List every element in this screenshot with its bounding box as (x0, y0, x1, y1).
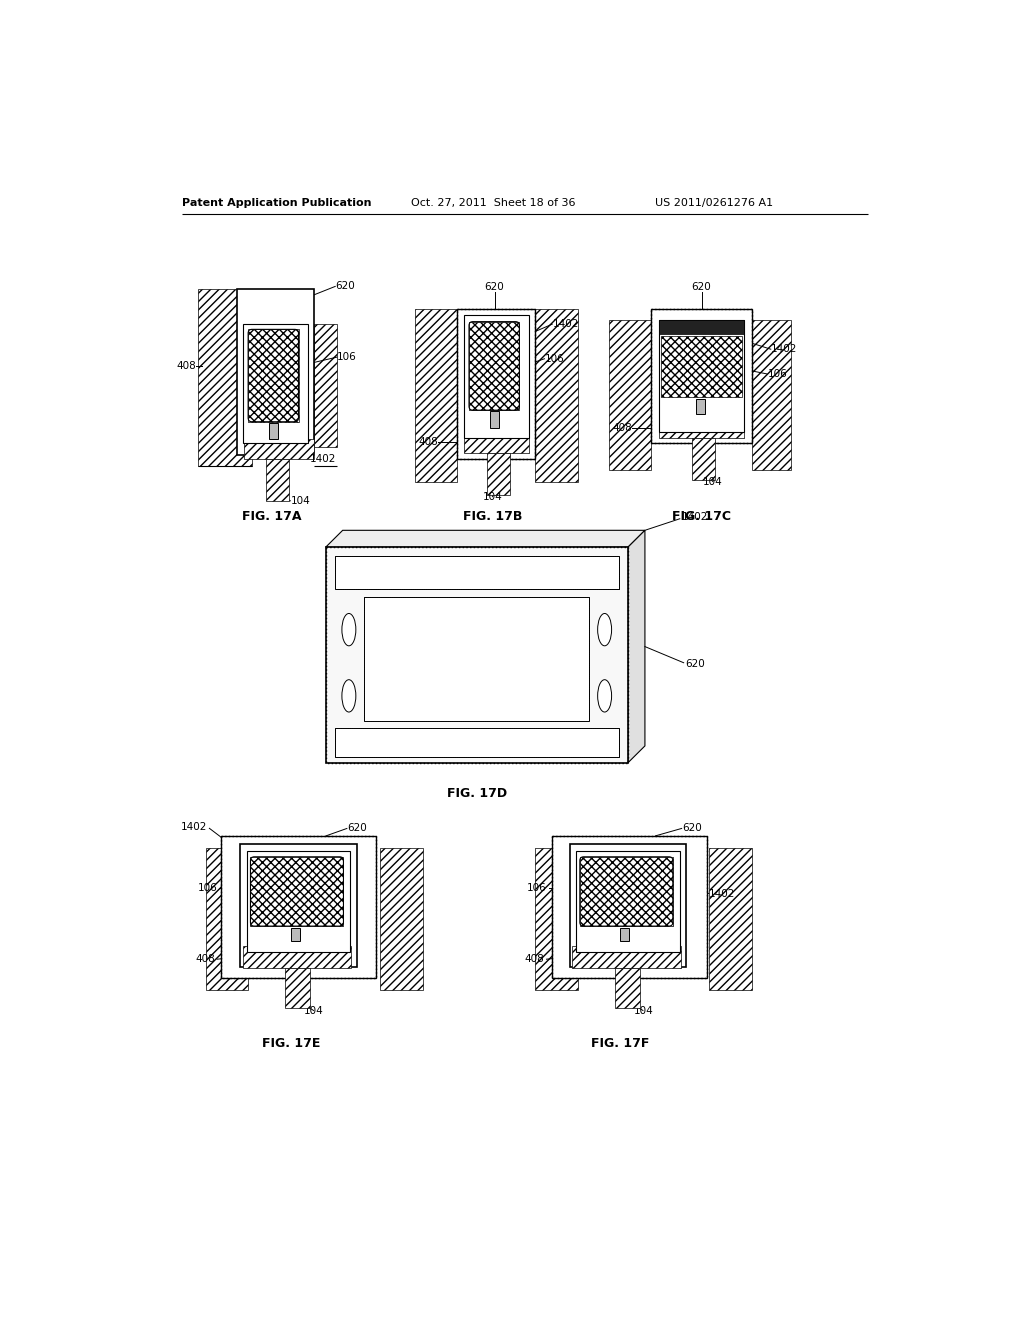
Bar (269, 424, 279, 438)
Bar (248, 330, 299, 422)
Bar (552, 836, 707, 978)
Bar (415, 309, 458, 482)
Bar (614, 968, 640, 1007)
Bar (575, 851, 680, 952)
Bar (608, 321, 651, 470)
Text: 620: 620 (685, 659, 705, 669)
Text: FIG. 17F: FIG. 17F (591, 1038, 649, 1051)
Bar (286, 968, 310, 1007)
Bar (221, 836, 376, 978)
Text: 1402: 1402 (310, 454, 337, 463)
Bar (692, 438, 716, 480)
Text: 620: 620 (682, 824, 701, 833)
Text: FIG. 17B: FIG. 17B (463, 510, 522, 523)
Bar (221, 836, 376, 978)
Text: 1402: 1402 (710, 888, 735, 899)
Text: 620: 620 (336, 281, 355, 292)
Bar (458, 309, 535, 459)
Text: 106: 106 (545, 354, 564, 363)
Text: 1402: 1402 (771, 345, 798, 354)
Bar (251, 857, 343, 927)
Bar (335, 729, 618, 758)
Text: 620: 620 (347, 824, 367, 833)
Bar (658, 321, 744, 432)
Polygon shape (628, 531, 645, 763)
Bar (458, 309, 535, 459)
Bar (569, 843, 686, 966)
Bar (335, 729, 618, 758)
Bar (662, 335, 741, 397)
Text: 106: 106 (337, 352, 357, 362)
Text: 106: 106 (767, 370, 787, 379)
Bar (326, 548, 628, 763)
Bar (247, 851, 350, 952)
Text: 620: 620 (484, 282, 505, 292)
Bar (291, 928, 300, 941)
Bar (243, 946, 351, 968)
Bar (651, 309, 752, 444)
Text: Patent Application Publication: Patent Application Publication (182, 198, 372, 209)
Bar (658, 321, 744, 334)
Bar (335, 557, 618, 589)
Bar (580, 857, 673, 927)
Bar (535, 847, 578, 990)
Text: FIG. 17E: FIG. 17E (261, 1038, 319, 1051)
Text: Oct. 27, 2011  Sheet 18 of 36: Oct. 27, 2011 Sheet 18 of 36 (411, 198, 575, 209)
Bar (621, 928, 630, 941)
Text: 104: 104 (291, 496, 310, 506)
Bar (486, 453, 510, 495)
Bar (572, 946, 681, 968)
Bar (489, 411, 500, 428)
Bar (266, 459, 289, 502)
Text: 408: 408 (524, 954, 544, 964)
Text: FIG. 17D: FIG. 17D (446, 787, 507, 800)
Text: 104: 104 (482, 492, 502, 502)
Text: FIG. 17A: FIG. 17A (242, 510, 301, 523)
Text: US 2011/0261276 A1: US 2011/0261276 A1 (655, 198, 773, 209)
Ellipse shape (598, 680, 611, 711)
Text: FIG. 17C: FIG. 17C (672, 510, 731, 523)
Bar (651, 309, 752, 444)
Ellipse shape (342, 614, 356, 645)
Bar (241, 843, 356, 966)
Text: 1402: 1402 (553, 319, 580, 329)
Bar (365, 597, 589, 721)
Bar (314, 323, 337, 447)
Text: 408: 408 (419, 437, 438, 446)
Bar (335, 557, 618, 589)
Text: 408: 408 (176, 362, 196, 371)
Text: 1402: 1402 (681, 512, 708, 523)
Bar (245, 440, 314, 459)
Bar (464, 429, 528, 453)
Bar (237, 289, 314, 455)
Text: 106: 106 (526, 883, 547, 892)
Bar (535, 309, 578, 482)
Bar (206, 847, 248, 990)
Bar (326, 548, 628, 763)
Ellipse shape (342, 680, 356, 711)
Text: 1402: 1402 (180, 822, 207, 832)
Text: 408: 408 (612, 422, 632, 433)
Text: 104: 104 (304, 1006, 324, 1016)
Bar (380, 847, 423, 990)
Text: 106: 106 (198, 883, 217, 892)
Text: 104: 104 (634, 1006, 653, 1016)
Bar (710, 847, 752, 990)
Bar (198, 289, 252, 466)
Text: 620: 620 (691, 282, 712, 292)
Text: 104: 104 (703, 477, 723, 487)
Polygon shape (326, 531, 645, 548)
Ellipse shape (598, 614, 611, 645)
Bar (365, 597, 589, 721)
Bar (552, 836, 707, 978)
Bar (696, 399, 706, 414)
Bar (752, 321, 791, 470)
Bar (464, 314, 528, 438)
Text: 408: 408 (195, 954, 215, 964)
Bar (658, 416, 744, 438)
Bar (243, 323, 308, 444)
Bar (469, 322, 519, 411)
